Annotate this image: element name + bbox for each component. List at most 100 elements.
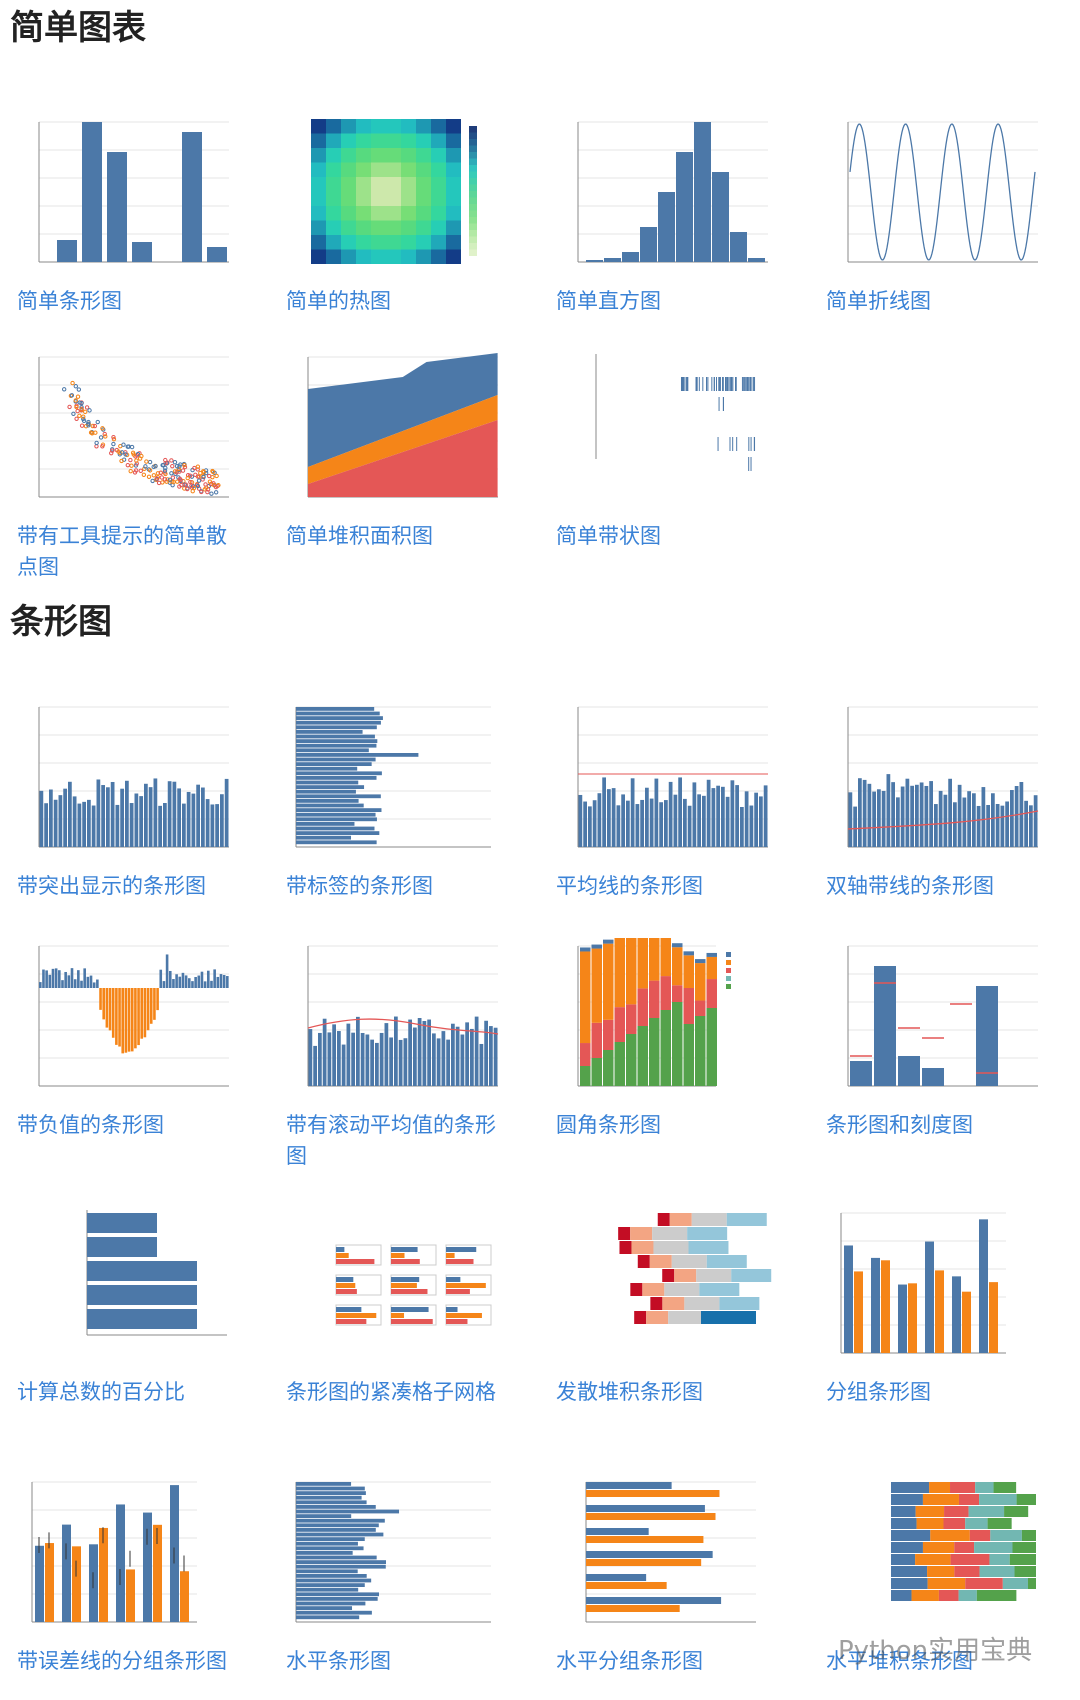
- chart-link[interactable]: 简单带状图: [556, 524, 661, 548]
- thumb-bar: [1024, 800, 1028, 847]
- thumb-bar: [989, 1554, 1010, 1565]
- thumb-cell: [386, 119, 401, 134]
- thumb-bar: [111, 988, 115, 1038]
- thumb-cell: [469, 165, 477, 172]
- thumb-bar: [652, 1227, 688, 1240]
- thumb-bar: [82, 801, 86, 847]
- thumb-bar: [630, 778, 635, 847]
- thumb-bar: [649, 980, 660, 1018]
- watermark: Python实用宝典: [838, 1636, 1033, 1666]
- thumb-bar: [296, 822, 355, 826]
- thumb-dot: [156, 480, 162, 486]
- thumb-bar: [683, 951, 694, 956]
- thumbnail[interactable]: [17, 1205, 234, 1368]
- thumbnail[interactable]: [286, 1474, 503, 1637]
- thumb-dot: [102, 431, 107, 437]
- thumb-bar: [683, 1024, 694, 1086]
- thumb-cell: [341, 249, 356, 264]
- thumb-cell: [311, 235, 326, 250]
- thumb-bar: [77, 803, 82, 847]
- chart-link[interactable]: 简单的热图: [286, 289, 391, 313]
- thumb-bar: [986, 804, 990, 847]
- chart-link[interactable]: 简单折线图: [826, 289, 931, 313]
- chart-link[interactable]: 简单堆积面积图: [286, 524, 433, 548]
- chart-link[interactable]: 带误差线的分组条形图: [17, 1649, 227, 1673]
- thumb-bar: [181, 972, 185, 988]
- chart-link[interactable]: 条形图和刻度图: [826, 1113, 973, 1137]
- thumb-bar: [943, 794, 948, 847]
- thumb-bar: [583, 801, 587, 847]
- thumb-bar: [87, 799, 91, 847]
- chart-link[interactable]: 水平条形图: [286, 1649, 391, 1673]
- thumb-cell: [371, 206, 386, 221]
- thumb-bar: [922, 1068, 944, 1086]
- thumb-bar: [640, 799, 644, 847]
- thumbnail[interactable]: [826, 1205, 1043, 1368]
- chart-link[interactable]: 带突出显示的条形图: [17, 874, 206, 898]
- thumb-bar: [172, 781, 177, 847]
- chart-link[interactable]: 条形图的紧凑格子网格: [286, 1380, 496, 1404]
- thumb-bar: [87, 1237, 157, 1257]
- thumbnail[interactable]: [17, 349, 234, 512]
- thumb-bar: [731, 1269, 772, 1282]
- chart-link[interactable]: 双轴带线的条形图: [826, 874, 994, 898]
- thumb-cell: [311, 162, 326, 177]
- chart-link[interactable]: 圆角条形图: [556, 1113, 661, 1137]
- thumb-bar: [124, 988, 128, 1053]
- thumb-bar: [678, 777, 682, 847]
- thumbnail[interactable]: [556, 938, 773, 1101]
- thumb-bar: [207, 970, 210, 988]
- thumb-cell: [469, 178, 477, 185]
- thumbnail[interactable]: [556, 699, 773, 862]
- chart-link[interactable]: 带标签的条形图: [286, 874, 433, 898]
- thumb-bar: [186, 791, 191, 847]
- thumb-bar: [132, 242, 152, 262]
- thumbnail[interactable]: [286, 1205, 503, 1368]
- chart-link[interactable]: 带有工具提示的简单散点图: [17, 524, 227, 579]
- thumb-cell: [469, 171, 477, 178]
- chart-link[interactable]: 带有滚动平均值的条形图: [286, 1113, 496, 1168]
- chart-link[interactable]: 发散堆积条形图: [556, 1380, 703, 1404]
- thumb-bar: [630, 1227, 653, 1240]
- thumb-dot: [100, 444, 105, 449]
- thumbnail[interactable]: [556, 114, 773, 277]
- chart-link[interactable]: 简单条形图: [17, 289, 122, 313]
- thumbnail[interactable]: [826, 699, 1043, 862]
- thumb-dot: [172, 460, 178, 465]
- thumb-bar: [296, 739, 378, 743]
- chart-link[interactable]: 水平分组条形图: [556, 1649, 703, 1673]
- thumb-bar: [634, 1311, 647, 1324]
- thumb-cell: [356, 220, 371, 235]
- chart-link[interactable]: 简单直方图: [556, 289, 661, 313]
- thumb-bar: [616, 805, 621, 847]
- thumbnail[interactable]: [17, 938, 234, 1101]
- thumbnail[interactable]: [286, 114, 503, 277]
- thumb-bar: [222, 974, 226, 988]
- thumb-cell: [469, 126, 477, 133]
- chart-link[interactable]: 计算总数的百分比: [17, 1380, 185, 1404]
- thumbnail[interactable]: [286, 699, 503, 862]
- thumbnail[interactable]: [556, 349, 773, 512]
- thumbnail[interactable]: [17, 1474, 234, 1637]
- thumbnail[interactable]: [556, 1205, 773, 1368]
- thumbnail[interactable]: [17, 114, 234, 277]
- thumb-cell: [431, 177, 446, 192]
- thumbnail[interactable]: [826, 1474, 1043, 1637]
- thumbnail[interactable]: [556, 1474, 773, 1637]
- chart-link[interactable]: 平均线的条形图: [556, 874, 703, 898]
- thumb-bar: [586, 1605, 680, 1612]
- thumbnail[interactable]: [826, 938, 1043, 1101]
- thumbnail[interactable]: [826, 114, 1043, 277]
- thumb-bar: [995, 803, 1000, 847]
- thumb-cell: [469, 249, 477, 256]
- thumbnail[interactable]: [17, 699, 234, 862]
- thumbnail[interactable]: [286, 349, 503, 512]
- thumbnail[interactable]: [286, 938, 503, 1101]
- chart-link[interactable]: 分组条形图: [826, 1380, 931, 1404]
- chart-link[interactable]: 水平堆积条形图: [826, 1649, 973, 1673]
- thumb-bar: [356, 1016, 360, 1086]
- chart-link[interactable]: 带负值的条形图: [17, 1113, 164, 1137]
- thumb-bar: [603, 939, 614, 944]
- thumb-bar: [691, 1213, 727, 1226]
- thumb-dot: [90, 423, 95, 429]
